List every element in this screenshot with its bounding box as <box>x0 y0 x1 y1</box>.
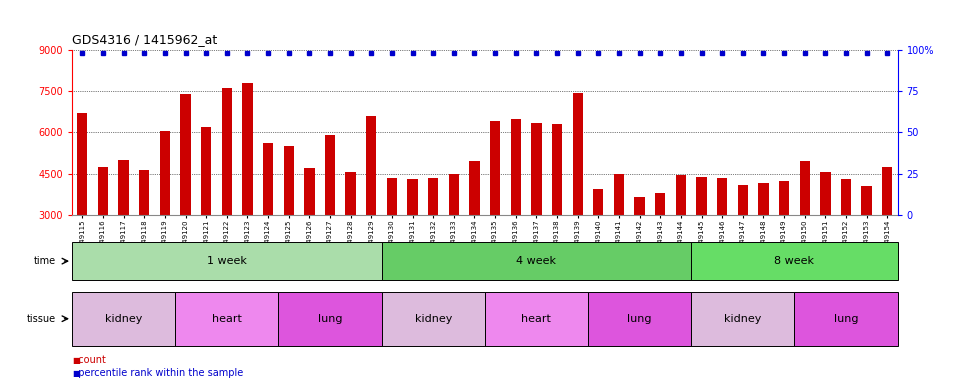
Bar <box>552 124 563 215</box>
Text: ■: ■ <box>72 356 80 365</box>
Bar <box>201 127 211 215</box>
Text: 8 week: 8 week <box>775 256 814 266</box>
Bar <box>346 172 356 215</box>
Bar <box>72 242 382 280</box>
Bar <box>118 160 129 215</box>
Bar <box>304 168 315 215</box>
Text: 1 week: 1 week <box>206 256 247 266</box>
Bar <box>676 175 686 215</box>
Bar <box>691 242 898 280</box>
Bar <box>72 292 175 346</box>
Text: heart: heart <box>521 314 551 324</box>
Bar <box>820 172 830 215</box>
Bar <box>800 161 810 215</box>
Bar <box>882 167 893 215</box>
Text: time: time <box>34 256 56 266</box>
Text: GDS4316 / 1415962_at: GDS4316 / 1415962_at <box>72 33 217 46</box>
Bar <box>841 179 852 215</box>
Text: tissue: tissue <box>26 314 56 324</box>
Bar <box>635 197 645 215</box>
Bar <box>263 144 274 215</box>
Text: kidney: kidney <box>724 314 761 324</box>
Bar <box>613 174 624 215</box>
Bar <box>382 292 485 346</box>
Bar <box>387 178 397 215</box>
Bar <box>531 123 541 215</box>
Bar <box>159 131 170 215</box>
Bar <box>382 242 691 280</box>
Bar <box>511 119 521 215</box>
Text: lung: lung <box>833 314 858 324</box>
Text: lung: lung <box>627 314 652 324</box>
Bar <box>588 292 691 346</box>
Bar <box>572 93 583 215</box>
Bar <box>175 292 278 346</box>
Bar <box>77 113 87 215</box>
Bar <box>222 88 232 215</box>
Bar <box>366 116 376 215</box>
Bar <box>737 185 748 215</box>
Bar <box>861 186 872 215</box>
Bar <box>717 178 728 215</box>
Bar <box>795 292 898 346</box>
Bar <box>490 121 500 215</box>
Bar <box>593 189 604 215</box>
Bar <box>428 178 439 215</box>
Bar <box>779 180 789 215</box>
Bar <box>691 292 795 346</box>
Bar <box>758 184 769 215</box>
Bar <box>242 83 252 215</box>
Text: kidney: kidney <box>105 314 142 324</box>
Bar <box>448 174 459 215</box>
Text: 4 week: 4 week <box>516 256 557 266</box>
Text: ■: ■ <box>72 369 80 378</box>
Bar <box>180 94 191 215</box>
Bar <box>655 193 665 215</box>
Text: kidney: kidney <box>415 314 452 324</box>
Bar <box>278 292 381 346</box>
Bar <box>324 135 335 215</box>
Bar <box>139 170 150 215</box>
Bar <box>283 146 294 215</box>
Text: percentile rank within the sample: percentile rank within the sample <box>72 368 243 378</box>
Bar <box>485 292 588 346</box>
Bar <box>469 161 480 215</box>
Bar <box>98 167 108 215</box>
Text: heart: heart <box>212 314 242 324</box>
Bar <box>696 177 707 215</box>
Bar <box>407 179 418 215</box>
Text: lung: lung <box>318 314 343 324</box>
Text: count: count <box>72 355 106 365</box>
